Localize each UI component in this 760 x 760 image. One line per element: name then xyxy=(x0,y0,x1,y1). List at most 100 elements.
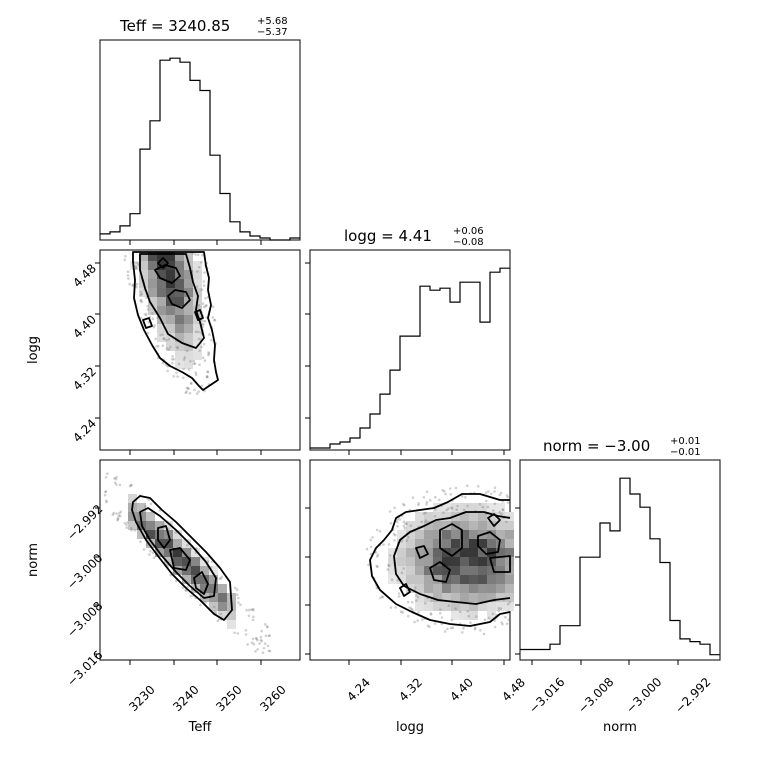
scatter-point xyxy=(151,317,155,321)
scatter-point xyxy=(144,312,147,316)
norm-histogram-steps xyxy=(520,477,720,656)
scatter-point xyxy=(267,634,271,638)
density-cell xyxy=(451,557,460,566)
density-cell xyxy=(496,503,505,512)
logg-histogram-panel xyxy=(309,249,511,451)
scatter-point xyxy=(493,486,497,490)
scatter-point xyxy=(451,626,455,629)
scatter-point xyxy=(410,600,414,604)
scatter-point xyxy=(146,331,150,335)
scatter-point xyxy=(104,490,107,494)
scatter-point xyxy=(397,592,401,595)
scatter-point xyxy=(189,547,192,551)
norm-logg-inner-contour-3 xyxy=(429,561,451,583)
logg-tick-label: 4.24 xyxy=(344,675,373,704)
scatter-point xyxy=(434,495,437,499)
logg-tick-label: 4.32 xyxy=(396,675,425,704)
density-cell xyxy=(128,521,137,530)
density-cell xyxy=(175,324,184,333)
density-cell xyxy=(442,503,451,512)
density-cell xyxy=(184,306,193,315)
density-cell xyxy=(175,306,184,315)
density-cell xyxy=(487,575,496,584)
scatter-point xyxy=(461,494,464,498)
density-cell xyxy=(469,503,478,512)
scatter-point xyxy=(152,556,156,560)
density-cell xyxy=(415,557,424,566)
density-cell xyxy=(166,306,175,315)
scatter-point xyxy=(395,520,399,524)
density-cell xyxy=(451,539,460,548)
density-cell xyxy=(397,566,406,575)
density-cell xyxy=(469,557,478,566)
scatter-point xyxy=(188,391,192,395)
scatter-point xyxy=(478,502,482,506)
scatter-point xyxy=(389,521,393,525)
density-cell xyxy=(415,539,424,548)
scatter-point xyxy=(118,483,122,487)
scatter-point xyxy=(135,266,138,269)
scatter-point xyxy=(388,554,392,557)
density-cell xyxy=(139,252,148,261)
norm-title-lower-error: −0.01 xyxy=(670,447,701,458)
density-cell xyxy=(146,539,155,548)
norm-y-tick-label: −3.008 xyxy=(64,599,105,640)
norm-logg-inner-contour-2 xyxy=(477,531,501,555)
density-cell xyxy=(451,584,460,593)
teff-x-axis-label: Teff xyxy=(188,720,213,735)
density-cell xyxy=(173,557,182,566)
scatter-point xyxy=(369,545,373,549)
scatter-point xyxy=(127,277,130,280)
scatter-point xyxy=(396,525,399,528)
scatter-point xyxy=(244,633,248,636)
density-cell xyxy=(164,539,173,548)
scatter-point xyxy=(245,609,248,612)
scatter-point xyxy=(162,522,165,526)
scatter-point xyxy=(450,618,454,622)
scatter-point xyxy=(250,608,253,611)
density-cell xyxy=(487,611,496,620)
scatter-point xyxy=(185,544,189,547)
scatter-point xyxy=(183,356,187,359)
density-cell xyxy=(442,584,451,593)
scatter-point xyxy=(396,578,400,582)
density-cell xyxy=(146,530,155,539)
scatter-point xyxy=(473,627,477,631)
logg-y-tick-label: 4.24 xyxy=(70,416,99,445)
density-cell xyxy=(193,261,202,270)
scatter-point xyxy=(487,490,490,493)
scatter-point xyxy=(140,292,143,296)
scatter-point xyxy=(439,608,442,611)
scatter-point xyxy=(422,512,426,515)
scatter-point xyxy=(204,601,207,604)
density-cell xyxy=(460,602,469,611)
scatter-point xyxy=(497,609,501,613)
density-cell xyxy=(469,593,478,602)
density-cell xyxy=(460,557,469,566)
density-cell xyxy=(155,521,164,530)
density-cell xyxy=(175,360,184,369)
scatter-point xyxy=(482,632,486,636)
scatter-point xyxy=(260,629,264,633)
scatter-point xyxy=(433,622,437,625)
scatter-point xyxy=(481,505,485,509)
norm-y-tick-label: −3.016 xyxy=(64,648,105,689)
density-cell xyxy=(148,288,157,297)
scatter-point xyxy=(262,647,266,650)
density-cell xyxy=(442,602,451,611)
density-cell xyxy=(433,512,442,521)
density-cell xyxy=(175,252,184,261)
scatter-point xyxy=(386,568,390,571)
scatter-point xyxy=(197,266,201,269)
density-cell xyxy=(451,575,460,584)
density-cell xyxy=(173,548,182,557)
scatter-point xyxy=(237,601,240,604)
scatter-point xyxy=(151,551,155,555)
scatter-point xyxy=(454,607,457,610)
scatter-point xyxy=(198,363,201,367)
scatter-point xyxy=(389,606,393,609)
logg-teff-outer-contour xyxy=(132,251,219,391)
density-cell xyxy=(478,521,487,530)
norm-tick-label: −3.008 xyxy=(575,675,616,716)
